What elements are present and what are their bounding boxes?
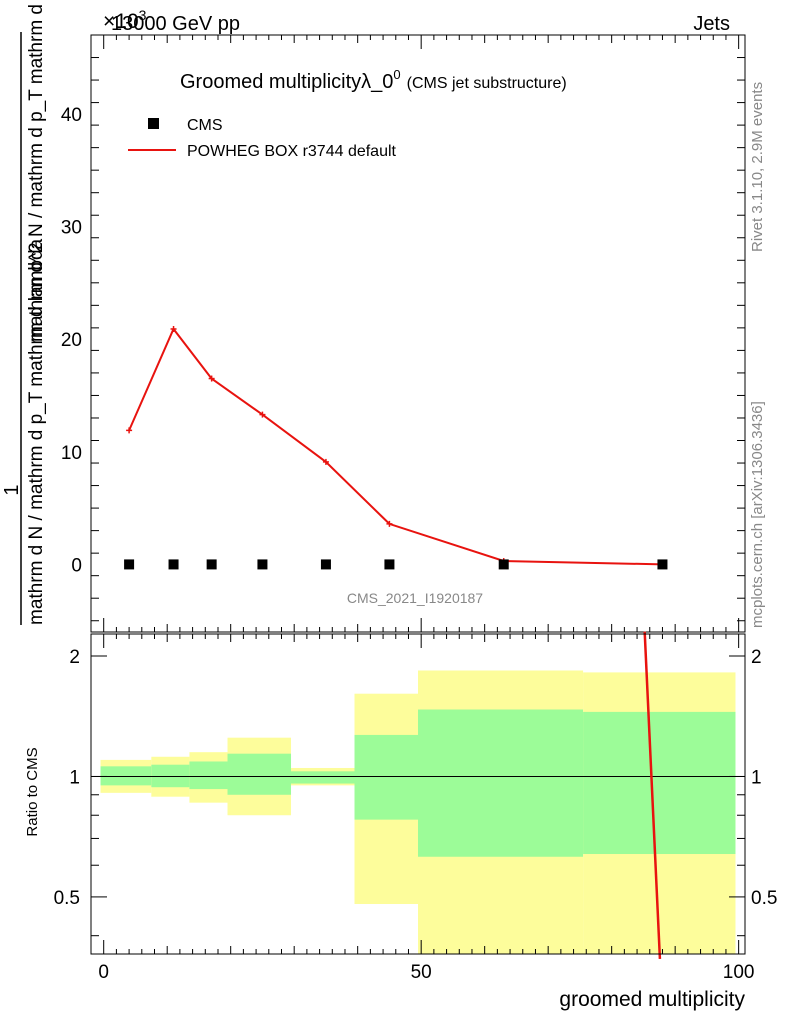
process-label: Jets	[693, 13, 730, 35]
y-tick-label: 10	[61, 443, 82, 464]
ratio-panel: 0 50 100 0.5 0.5 1 1 2 2	[54, 631, 777, 983]
y-tick-label-right: 2	[751, 647, 762, 668]
y-tick-label-right: 0.5	[751, 888, 777, 909]
energy-label: 13000 GeV pp	[111, 13, 240, 35]
legend-cms-marker	[148, 118, 159, 129]
ratio-band-inner	[418, 709, 584, 857]
main-ylabel-top: mathrm d^2 N / mathrm d p_T mathrm d lam…	[26, 0, 47, 342]
ratio-band-inner	[354, 734, 418, 820]
cms-data-point	[257, 559, 268, 570]
x-tick-label: 0	[98, 962, 109, 983]
ratio-band-inner	[291, 771, 355, 784]
y-tick-label: 40	[61, 105, 82, 126]
y-tick-label: 0	[71, 555, 82, 576]
legend-cms-label: CMS	[187, 117, 223, 134]
main-ylabel-numerator: 1	[1, 484, 23, 495]
y-tick-label-left: 1	[69, 767, 80, 788]
ratio-band-inner	[583, 711, 736, 855]
y-tick-label-left: 2	[69, 647, 80, 668]
ratio-bands-layer	[100, 670, 736, 954]
y-tick-label: 20	[61, 330, 82, 351]
y-tick-label: 30	[61, 217, 82, 238]
xlabel: groomed multiplicity	[559, 988, 745, 1011]
cms-data-point	[168, 559, 179, 570]
legend-mc-label: POWHEG BOX r3744 default	[187, 143, 397, 160]
ratio-band-inner	[100, 766, 152, 786]
rivet-label: Rivet 3.1.10, 2.9M events	[749, 82, 766, 252]
ratio-mc-line	[643, 631, 662, 959]
main-ylabel-denominator: mathrm d N / mathrm d p_T mathrm d lambd…	[26, 238, 47, 625]
ratio-band-inner	[227, 753, 292, 795]
cms-data-point	[498, 559, 509, 570]
y-tick-label-right: 1	[751, 767, 762, 788]
ratio-frame	[90, 633, 746, 955]
mc-line	[128, 327, 663, 566]
x-tick-label: 50	[411, 962, 432, 983]
main-axes: 0 10 20 30 40	[61, 35, 745, 632]
mcplots-label: mcplots.cern.ch [arXiv:1306.3436]	[749, 401, 766, 628]
main-title: Groomed multiplicityλ_00(CMS jet substru…	[180, 67, 567, 93]
main-frame	[90, 34, 746, 633]
ratio-axes: 0 50 100 0.5 0.5 1 1 2 2	[54, 634, 777, 983]
ratio-lines-layer	[91, 631, 745, 959]
cms-data-point	[384, 559, 395, 570]
cms-data-point	[657, 559, 668, 570]
cms-data-point	[320, 559, 331, 570]
ratio-ylabel: Ratio to CMS	[24, 747, 41, 836]
ratio-band-inner	[151, 764, 190, 788]
ratio-band-inner	[189, 761, 228, 790]
x-tick-label: 100	[723, 962, 755, 983]
cms-data-point	[124, 559, 135, 570]
cms-data-point	[206, 559, 217, 570]
main-series-layer	[124, 325, 668, 570]
watermark: CMS_2021_I1920187	[347, 590, 483, 606]
main-panel: CMS_2021_I1920187 Groomed multiplicityλ_…	[61, 34, 746, 633]
exponent-label: ×103	[103, 7, 147, 33]
y-tick-label-left: 0.5	[54, 888, 80, 909]
